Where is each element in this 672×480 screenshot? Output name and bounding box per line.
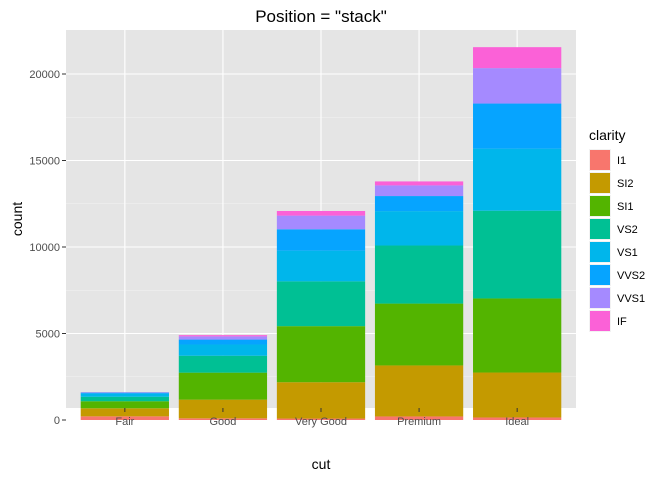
- bar-segment-if-ideal: [473, 47, 562, 69]
- x-tick-label: Good: [209, 416, 236, 428]
- y-tick-label: 0: [54, 415, 60, 427]
- bar-segment-vs2-ideal: [473, 210, 562, 299]
- bar-segment-si2-fair: [80, 408, 169, 417]
- bar-segment-si2-very-good: [276, 382, 366, 419]
- bar-segment-vvs2-premium: [374, 196, 464, 212]
- bar-segment-vs2-very-good: [276, 281, 366, 327]
- legend-label-vs2: VS2: [617, 224, 638, 236]
- x-tick-label: Fair: [115, 416, 134, 428]
- legend-label-vvs1: VVS1: [617, 293, 645, 305]
- bar-segment-vvs2-fair: [80, 392, 169, 394]
- bar-segment-i1-very-good: [276, 418, 366, 420]
- y-tick-label: 5000: [36, 329, 60, 341]
- bar-segment-vs1-very-good: [276, 250, 366, 282]
- x-tick-label: Ideal: [505, 416, 529, 428]
- bar-segment-vvs2-very-good: [276, 229, 366, 251]
- y-tick-label: 10000: [29, 242, 60, 254]
- bar-segment-vvs1-ideal: [473, 68, 562, 104]
- legend-swatch-vvs2: [590, 265, 610, 285]
- legend-swatch-i1: [590, 150, 610, 170]
- legend-swatch-vs2: [590, 219, 610, 239]
- bar-segment-i1-fair: [80, 416, 169, 420]
- legend-label-vs1: VS1: [617, 247, 638, 259]
- bar-segment-vs1-fair: [80, 393, 169, 397]
- legend-swatch-if: [590, 311, 610, 331]
- bar-segment-si1-fair: [80, 401, 169, 409]
- bar-segment-si1-very-good: [276, 326, 366, 383]
- bar-segment-si1-premium: [374, 303, 464, 366]
- bars: [80, 47, 562, 420]
- y-axis-title: count: [9, 202, 25, 236]
- bar-segment-if-good: [178, 335, 268, 337]
- bar-segment-vvs2-ideal: [473, 103, 562, 149]
- legend-label-vvs2: VVS2: [617, 270, 645, 282]
- bar-segment-si1-ideal: [473, 298, 562, 373]
- legend-swatch-si2: [590, 173, 610, 193]
- legend: clarity I1 SI2 SI1 VS2 VS1 VVS2 VVS1 IF: [589, 127, 645, 332]
- bar-segment-i1-ideal: [473, 417, 562, 420]
- legend-label-si1: SI1: [617, 201, 634, 213]
- bar-segment-si2-premium: [374, 365, 464, 417]
- x-tick-label: Premium: [397, 416, 441, 428]
- bar-segment-vs2-premium: [374, 245, 464, 304]
- legend-swatch-vs1: [590, 242, 610, 262]
- bar-segment-i1-premium: [374, 416, 464, 420]
- x-axis-title: cut: [312, 456, 331, 472]
- legend-swatch-si1: [590, 196, 610, 216]
- legend-swatch-vvs1: [590, 288, 610, 308]
- bar-segment-i1-good: [178, 418, 268, 420]
- legend-items: I1 SI2 SI1 VS2 VS1 VVS2 VVS1 IF: [589, 149, 645, 332]
- y-axis-ticks: 0 5000 10000 15000 20000: [29, 69, 66, 427]
- bar-segment-vs1-good: [178, 344, 268, 356]
- bar-segment-vvs1-premium: [374, 185, 464, 197]
- y-tick-label: 15000: [29, 156, 60, 168]
- legend-label-i1: I1: [617, 155, 626, 167]
- y-tick-label: 20000: [29, 69, 60, 81]
- bar-segment-si1-good: [178, 372, 268, 400]
- bar-segment-vs2-fair: [80, 396, 169, 402]
- bar-segment-vs2-good: [178, 355, 268, 373]
- legend-title: clarity: [589, 127, 626, 143]
- legend-label-si2: SI2: [617, 178, 634, 190]
- chart-title: Position = "stack": [255, 7, 387, 26]
- x-tick-label: Very Good: [295, 416, 347, 428]
- legend-label-if: IF: [617, 316, 627, 328]
- bar-segment-vs1-ideal: [473, 148, 562, 211]
- x-axis-ticks: Fair Good Very Good Premium Ideal: [115, 408, 529, 428]
- bar-segment-vvs2-good: [178, 339, 268, 345]
- bar-segment-if-very-good: [276, 210, 366, 216]
- bar-segment-vs1-premium: [374, 211, 464, 246]
- bar-segment-if-premium: [374, 181, 464, 186]
- bar-segment-vvs1-good: [178, 336, 268, 340]
- bar-segment-vvs1-very-good: [276, 215, 366, 230]
